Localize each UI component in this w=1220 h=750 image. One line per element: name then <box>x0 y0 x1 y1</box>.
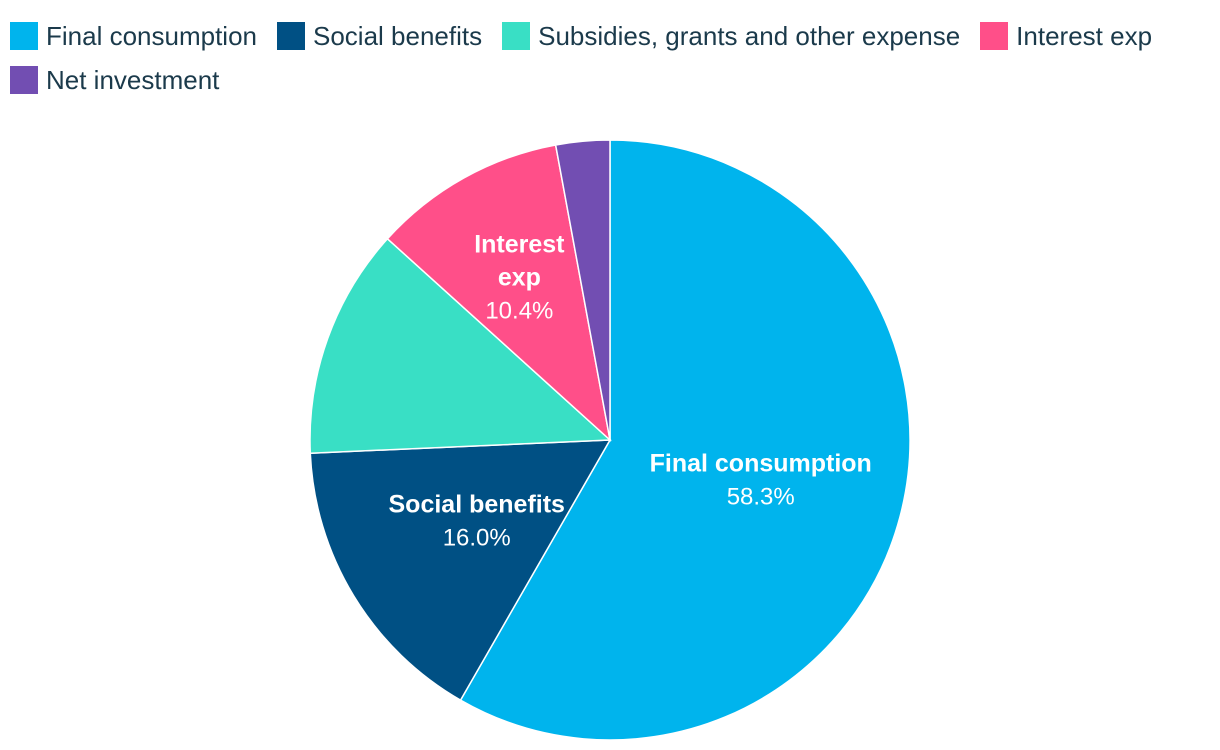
pie-slice[interactable] <box>309 237 612 454</box>
slice-label: exp <box>498 264 541 292</box>
slice-value-label: 10.4% <box>485 298 553 325</box>
pie-slice[interactable] <box>309 439 612 702</box>
legend-label: Social benefits <box>313 20 483 51</box>
slice-label: Social benefits <box>389 491 565 519</box>
legend-item[interactable]: Subsidies, grants and other expense <box>502 20 960 52</box>
slice-value-label: 58.3% <box>727 484 795 511</box>
legend-label: Net investment <box>46 64 220 95</box>
legend-swatch <box>10 22 38 50</box>
legend-swatch <box>277 22 305 50</box>
legend-item[interactable]: Social benefits <box>277 20 482 52</box>
legend-label: Interest exp <box>1016 20 1153 51</box>
slice-value-label: 16.0% <box>443 525 511 552</box>
legend-swatch <box>980 22 1009 50</box>
chart-legend: Final consumption Social benefits Subsidie… <box>10 20 1210 96</box>
slice-label: Interest <box>474 231 565 259</box>
legend-item[interactable]: Final consumption <box>10 20 257 52</box>
slice-label: Final consumption <box>650 450 872 478</box>
pie-slice[interactable] <box>459 139 911 741</box>
legend-swatch <box>502 22 531 50</box>
legend-swatch <box>10 66 38 94</box>
pie-slice[interactable] <box>554 139 611 441</box>
legend-item[interactable]: Net investment <box>10 64 219 96</box>
legend-item[interactable]: Interest exp <box>980 20 1152 52</box>
legend-label: Subsidies, grants and other expense <box>538 20 961 51</box>
pie-slice[interactable] <box>386 144 612 443</box>
legend-label: Final consumption <box>46 20 257 51</box>
